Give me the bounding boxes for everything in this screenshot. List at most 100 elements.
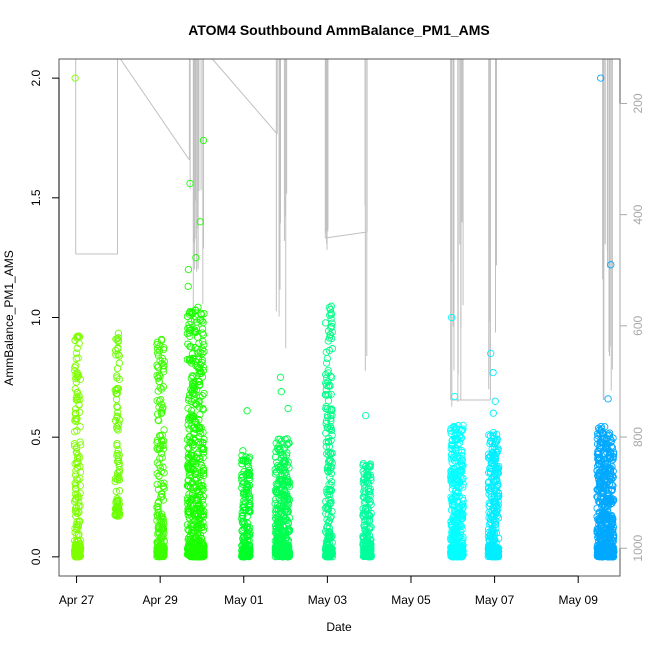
data-point [326, 514, 334, 522]
data-point [593, 493, 601, 501]
x-tick-label: Apr 27 [59, 593, 95, 607]
data-point [115, 459, 123, 468]
data-point [160, 426, 168, 434]
data-point [271, 453, 280, 461]
data-point [197, 504, 206, 512]
data-point [72, 374, 80, 383]
data-point [325, 534, 334, 543]
data-point [361, 505, 370, 514]
data-point [184, 544, 193, 552]
data-point [191, 312, 199, 320]
data-point [607, 475, 616, 484]
data-point [115, 487, 124, 495]
data-point [361, 497, 369, 506]
data-point [156, 517, 164, 525]
data-point [323, 464, 332, 472]
data-point [115, 509, 124, 518]
data-point [609, 467, 617, 475]
data-point [272, 548, 281, 556]
data-point [323, 374, 331, 382]
data-point [458, 544, 466, 553]
data-point [604, 551, 613, 560]
data-point [157, 533, 166, 541]
data-point [326, 305, 335, 314]
data-point [285, 439, 293, 447]
data-point [156, 356, 164, 365]
data-point [452, 551, 460, 559]
data-point [188, 551, 196, 560]
data-point [366, 549, 374, 558]
data-point [321, 319, 330, 327]
data-point [594, 515, 602, 524]
data-point [111, 386, 119, 394]
data-point [364, 515, 372, 524]
data-point [593, 430, 602, 438]
data-point [199, 492, 208, 501]
data-point [272, 439, 280, 447]
outlier-point [604, 395, 612, 403]
data-point [114, 350, 122, 359]
data-point [327, 417, 335, 425]
data-point [185, 414, 193, 422]
outlier-point [243, 407, 251, 415]
data-point [594, 460, 603, 468]
data-point [114, 336, 122, 344]
data-point [604, 491, 613, 499]
data-point [187, 468, 195, 476]
data-point [158, 454, 166, 462]
data-point [595, 470, 603, 479]
data-point [274, 529, 283, 537]
data-point [595, 456, 603, 465]
data-point [601, 514, 609, 522]
y-axis-label: AmmBalance_PM1_AMS [2, 250, 16, 385]
data-point [281, 515, 290, 523]
outlier-point [192, 254, 200, 262]
data-point [326, 330, 335, 339]
data-point [281, 529, 290, 537]
data-point [593, 467, 601, 475]
data-point [366, 460, 375, 468]
data-point [184, 396, 193, 404]
data-point [113, 412, 122, 420]
data-point [599, 547, 607, 556]
data-point [199, 453, 207, 462]
data-point [450, 512, 458, 521]
data-point [187, 374, 195, 383]
data-point [325, 480, 333, 489]
y-tick-label: 0.5 [29, 429, 43, 446]
data-point [493, 482, 501, 490]
data-point [200, 341, 208, 349]
data-point [74, 451, 82, 459]
data-point [70, 537, 79, 545]
data-point [604, 536, 612, 544]
data-point [199, 449, 208, 457]
data-point [596, 438, 604, 447]
outlier-point [607, 261, 615, 269]
data-point [113, 403, 122, 412]
data-point [593, 528, 601, 537]
data-point [153, 349, 162, 357]
data-point [451, 501, 459, 509]
data-point [449, 545, 457, 553]
data-point [447, 445, 455, 453]
data-point [114, 334, 123, 342]
data-point [190, 385, 199, 394]
data-point [608, 525, 617, 533]
data-point [448, 530, 457, 538]
data-point [600, 507, 608, 516]
data-point [153, 459, 161, 467]
data-point [156, 372, 164, 381]
data-point [113, 413, 121, 421]
data-point [185, 355, 194, 363]
data-point [195, 433, 203, 441]
data-point [196, 508, 205, 516]
data-point [158, 547, 166, 555]
data-point [598, 471, 606, 479]
data-point [195, 425, 204, 433]
data-point [596, 535, 605, 543]
data-point [271, 470, 280, 478]
data-point [280, 470, 289, 478]
data-point [243, 482, 251, 490]
data-point [75, 502, 83, 510]
data-point [187, 522, 196, 531]
